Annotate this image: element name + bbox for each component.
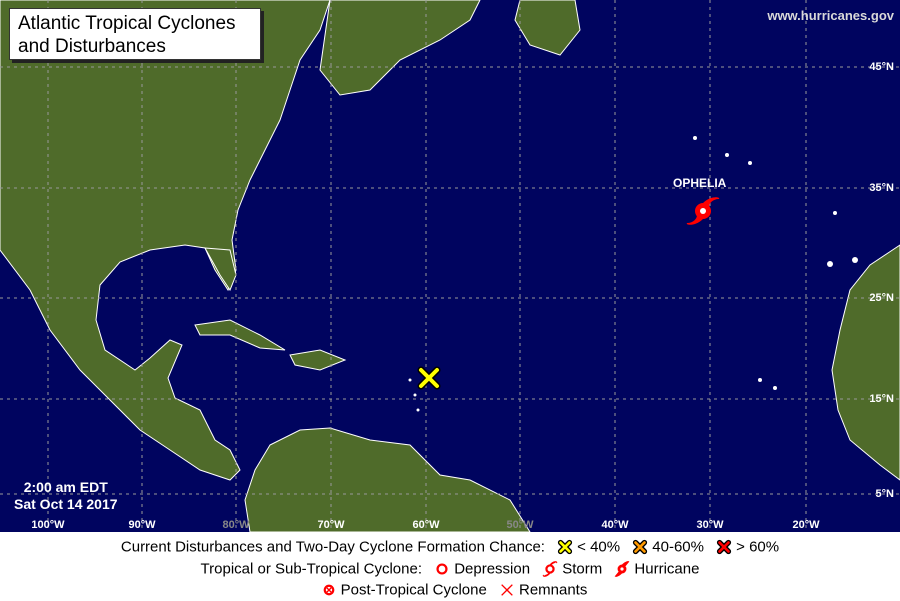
hurricane-icon: [615, 560, 630, 577]
legend-high: > 60%: [736, 538, 780, 556]
legend-post-tropical: Post-Tropical Cyclone: [340, 581, 487, 599]
legend: Current Disturbances and Two-Day Cyclone…: [0, 532, 900, 601]
title-line-2: and Disturbances: [18, 36, 166, 57]
legend-remnants: Remnants: [518, 581, 588, 599]
title-line-1: Atlantic Tropical Cyclones: [18, 13, 236, 34]
legend-row-other: Post-Tropical Cyclone Remnants: [0, 579, 900, 601]
legend-row-cyclones: Tropical or Sub-Tropical Cyclone: Depres…: [0, 558, 900, 580]
canada-maritimes-land: [319, 0, 481, 96]
graticule: [0, 0, 900, 532]
red-x-icon: [717, 539, 732, 555]
legend-label: Current Disturbances and Two-Day Cyclone…: [120, 538, 545, 556]
yellow-x-icon: [558, 539, 573, 555]
newfoundland-land: [514, 0, 581, 56]
lon-label: 50°W: [506, 519, 534, 531]
hispaniola-land: [289, 349, 347, 371]
remnants-icon: [501, 584, 513, 596]
post-tropical-icon: [323, 584, 334, 596]
timestamp-time: 2:00 am EDT: [23, 479, 108, 495]
storm-icon: [542, 560, 558, 577]
lat-label: 35°N: [869, 182, 894, 194]
hurricane-icon[interactable]: [686, 197, 720, 225]
map-graphics: [0, 0, 900, 532]
orange-x-icon: [633, 539, 648, 555]
africa-land: [831, 244, 900, 481]
south-america-land: [244, 427, 531, 532]
islands: [408, 136, 858, 412]
lon-label: 70°W: [317, 519, 345, 531]
lat-label: 15°N: [869, 393, 894, 405]
legend-label: Tropical or Sub-Tropical Cyclone:: [200, 560, 423, 578]
lon-label: 30°W: [696, 519, 724, 531]
lon-label: 80°W: [222, 519, 250, 531]
disturbance-x-icon[interactable]: [417, 366, 441, 390]
cuba-land: [194, 319, 286, 351]
storm-label-ophelia[interactable]: OPHELIA: [673, 176, 727, 190]
timestamp-date: Sat Oct 14 2017: [14, 496, 118, 512]
legend-row-disturbances: Current Disturbances and Two-Day Cyclone…: [0, 536, 900, 558]
lon-label: 90°W: [128, 519, 156, 531]
legend-mid: 40-60%: [652, 538, 704, 556]
florida-land: [204, 247, 237, 292]
satellite-map: Atlantic Tropical Cyclones and Disturban…: [0, 0, 900, 532]
legend-storm: Storm: [562, 560, 603, 578]
lat-label: 5°N: [875, 488, 894, 500]
lon-label: 60°W: [412, 519, 440, 531]
lon-label: 20°W: [792, 519, 820, 531]
credit-text: www.hurricanes.gov: [767, 8, 894, 23]
lon-label: 40°W: [601, 519, 629, 531]
legend-depression: Depression: [454, 560, 531, 578]
lat-label: 45°N: [869, 61, 894, 73]
legend-low: < 40%: [577, 538, 621, 556]
legend-hurricane: Hurricane: [634, 560, 700, 578]
map-title: Atlantic Tropical Cyclones and Disturban…: [9, 8, 261, 60]
lon-label: 100°W: [31, 519, 65, 531]
lat-label: 25°N: [869, 292, 894, 304]
depression-icon: [436, 563, 448, 575]
timestamp: 2:00 am EDT Sat Oct 14 2017: [14, 479, 118, 513]
north-america-land: [0, 0, 331, 481]
